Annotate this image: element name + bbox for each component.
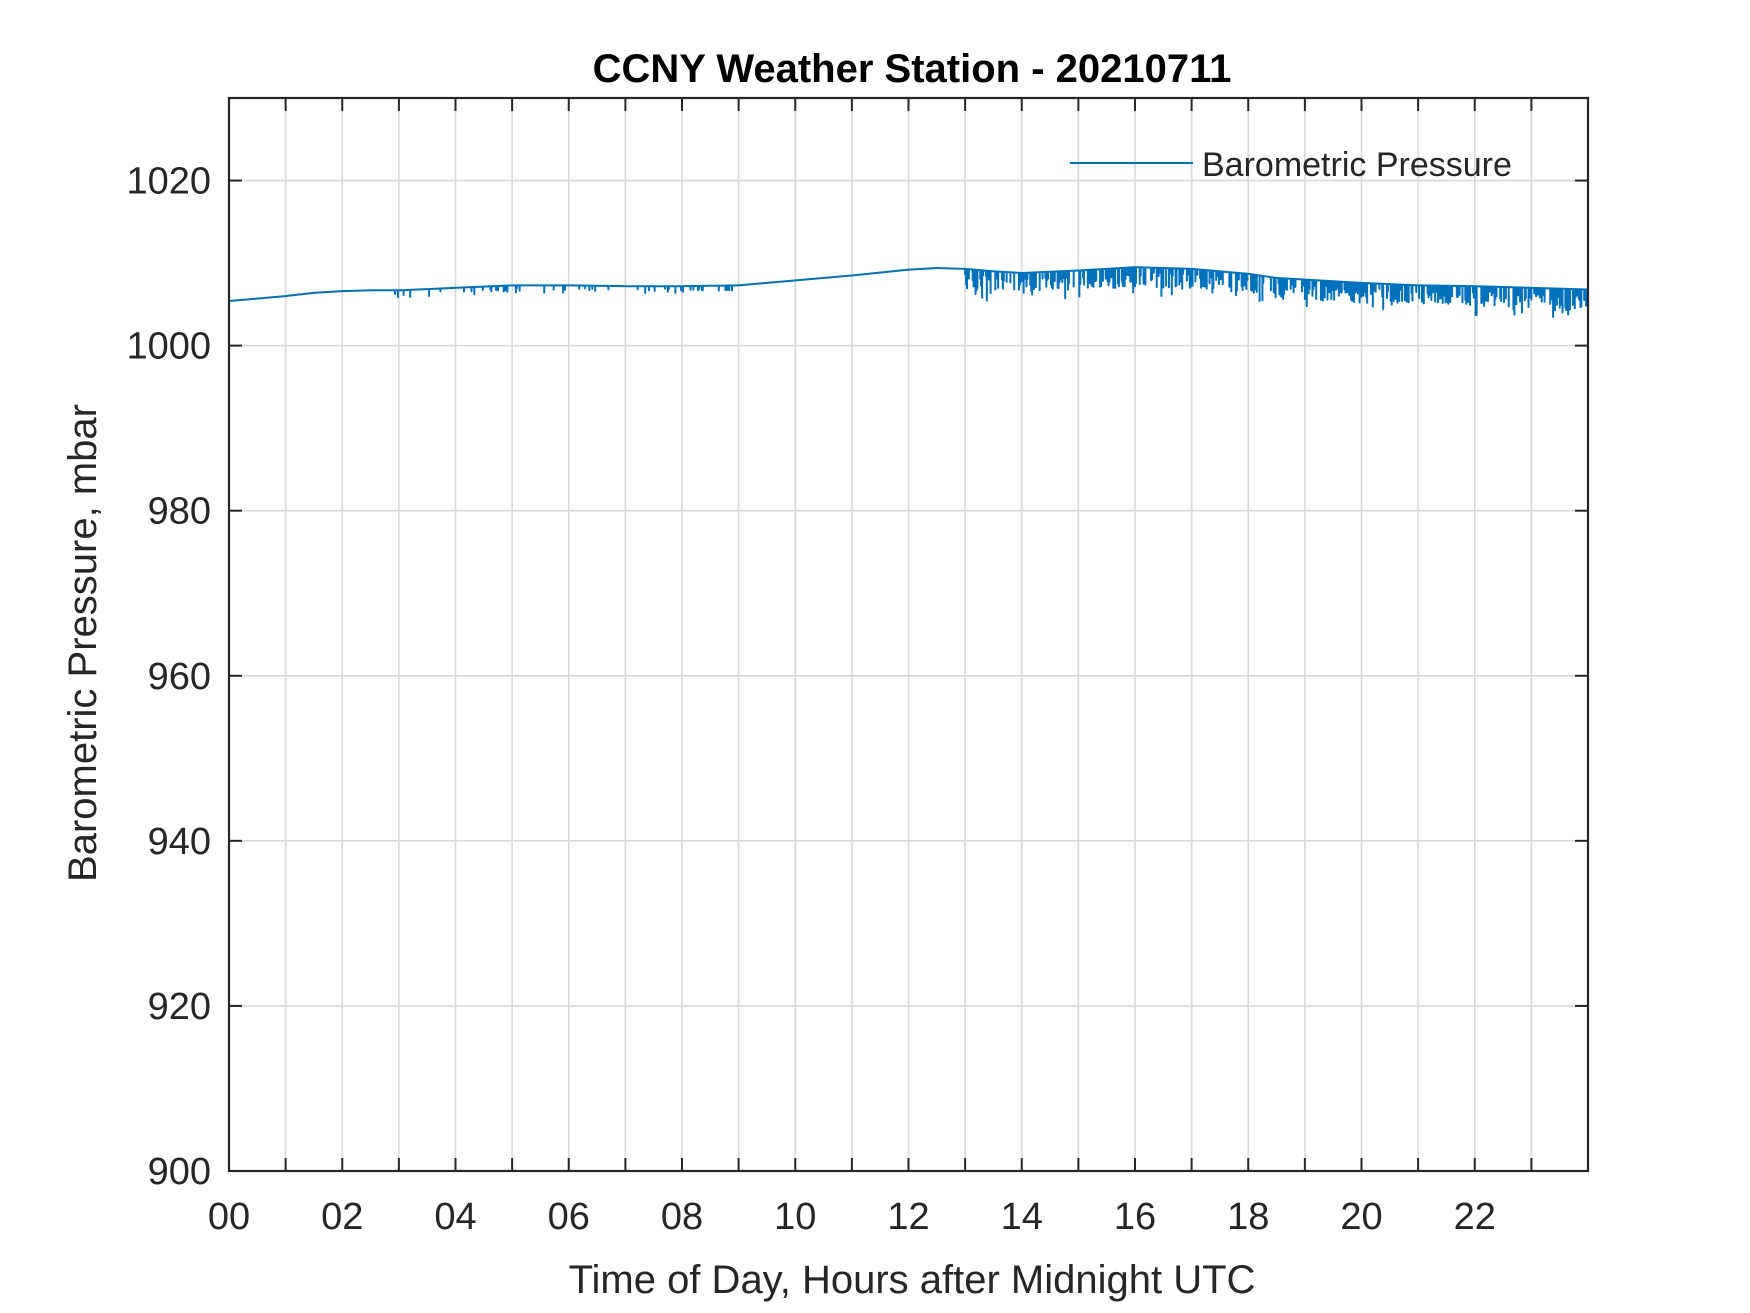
x-tick-label: 08 bbox=[661, 1196, 703, 1238]
x-tick-label: 12 bbox=[887, 1196, 929, 1238]
legend-label: Barometric Pressure bbox=[1202, 146, 1512, 184]
x-axis-label: Time of Day, Hours after Midnight UTC bbox=[569, 1258, 1256, 1302]
x-tick-labels: 00 02 04 06 08 10 12 14 16 18 20 22 bbox=[208, 1196, 1496, 1238]
x-tick-label: 18 bbox=[1227, 1196, 1269, 1238]
axis-ticks bbox=[228, 98, 1588, 1172]
x-tick-label: 06 bbox=[548, 1196, 590, 1238]
y-tick-label: 980 bbox=[148, 491, 211, 533]
y-tick-label: 1020 bbox=[126, 161, 211, 203]
grid-lines bbox=[229, 98, 1588, 1171]
y-tick-label: 940 bbox=[148, 821, 211, 863]
x-tick-label: 02 bbox=[321, 1196, 363, 1238]
y-tick-label: 920 bbox=[148, 986, 211, 1028]
chart-title: CCNY Weather Station - 20210711 bbox=[593, 47, 1232, 91]
x-tick-label: 14 bbox=[1001, 1196, 1043, 1238]
y-axis-label: Barometric Pressure, mbar bbox=[61, 404, 105, 882]
y-tick-label: 1000 bbox=[126, 326, 211, 368]
legend: Barometric Pressure bbox=[1070, 146, 1512, 184]
y-tick-label: 900 bbox=[148, 1151, 211, 1193]
x-tick-label: 16 bbox=[1114, 1196, 1156, 1238]
x-tick-label: 10 bbox=[774, 1196, 816, 1238]
x-tick-label: 22 bbox=[1454, 1196, 1496, 1238]
x-tick-label: 04 bbox=[434, 1196, 476, 1238]
y-tick-label: 960 bbox=[148, 656, 211, 698]
y-tick-labels: 900 920 940 960 980 1000 1020 bbox=[126, 161, 211, 1193]
series-line-barometric-pressure bbox=[228, 266, 1589, 319]
x-tick-label: 20 bbox=[1340, 1196, 1382, 1238]
x-tick-label: 00 bbox=[208, 1196, 250, 1238]
